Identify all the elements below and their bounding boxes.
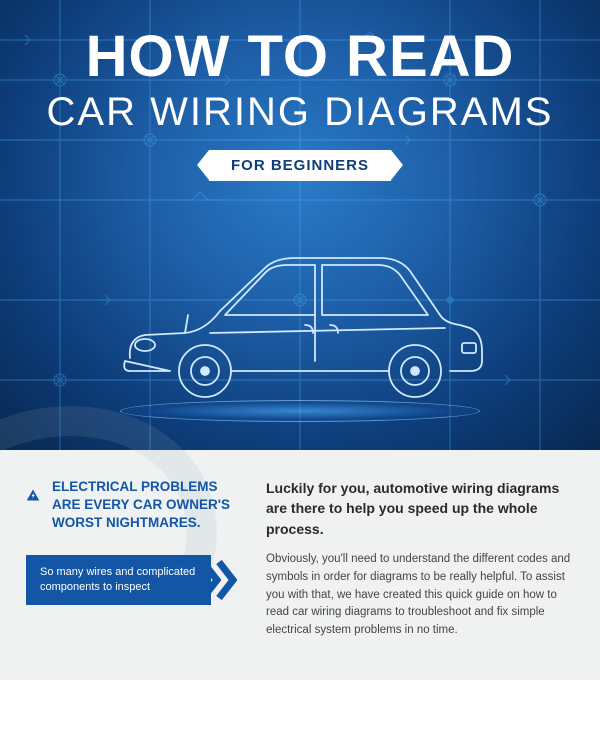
callout-text: So many wires and complicated components…: [40, 566, 195, 593]
left-column: ELECTRICAL PROBLEMS ARE EVERY CAR OWNER'…: [26, 478, 236, 656]
callout-box: So many wires and complicated components…: [26, 555, 211, 606]
body-text: Obviously, you'll need to understand the…: [266, 551, 574, 640]
right-column: Luckily for you, automotive wiring diagr…: [266, 478, 574, 656]
title-line1: HOW TO READ: [0, 28, 600, 86]
lead-text: Luckily for you, automotive wiring diagr…: [266, 478, 574, 539]
ribbon-badge: FOR BEGINNERS: [209, 150, 391, 181]
title-block: HOW TO READ CAR WIRING DIAGRAMS FOR BEGI…: [0, 0, 600, 181]
car-platform: [120, 400, 480, 422]
warning-text: ELECTRICAL PROBLEMS ARE EVERY CAR OWNER'…: [52, 478, 236, 533]
title-line2: CAR WIRING DIAGRAMS: [0, 90, 600, 134]
hero-section: HOW TO READ CAR WIRING DIAGRAMS FOR BEGI…: [0, 0, 600, 450]
warning-icon: [26, 478, 40, 512]
bottom-section: ELECTRICAL PROBLEMS ARE EVERY CAR OWNER'…: [0, 450, 600, 680]
chevrons-icon: [201, 560, 245, 600]
car-illustration: [110, 243, 490, 422]
